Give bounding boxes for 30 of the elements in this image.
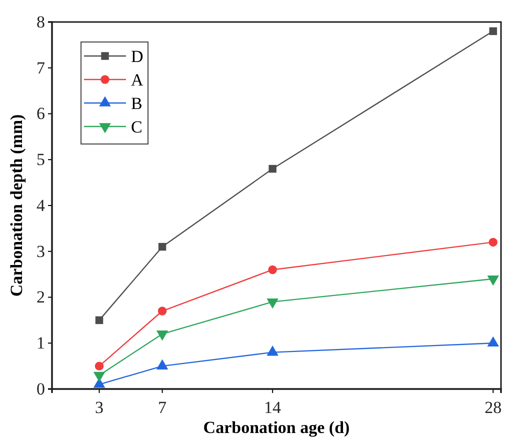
point [95,316,104,324]
x-axis-title: Carbonation age (d) [203,418,350,437]
y-tick-label: 5 [36,150,45,170]
y-tick-label: 8 [36,12,45,32]
y-tick-label: 7 [36,58,46,78]
legend-label: A [131,70,144,90]
point [94,362,104,370]
point [158,306,167,316]
y-tick-label: 3 [36,242,45,261]
x-tick-label: 28 [484,398,502,417]
y-tick-label: 6 [36,104,45,124]
legend-label: C [131,118,142,136]
point [266,346,278,356]
x-tick-label: 3 [95,398,104,417]
y-tick-label: 2 [36,288,45,307]
x-tick-label: 7 [158,398,168,417]
y-tick-label: 4 [36,196,46,215]
point [268,164,276,173]
point [156,359,168,370]
y-axis-title: Carbonation depth (mm) [7,114,26,297]
point [268,265,277,274]
y-tick-label: 1 [36,334,45,353]
point [488,238,498,247]
legend-label: D [131,47,144,66]
x-tick-label: 14 [264,398,282,417]
point [487,336,500,347]
point [158,242,166,251]
point [489,27,497,36]
y-tick-label: 0 [36,379,45,398]
legend-label: B [131,94,142,113]
